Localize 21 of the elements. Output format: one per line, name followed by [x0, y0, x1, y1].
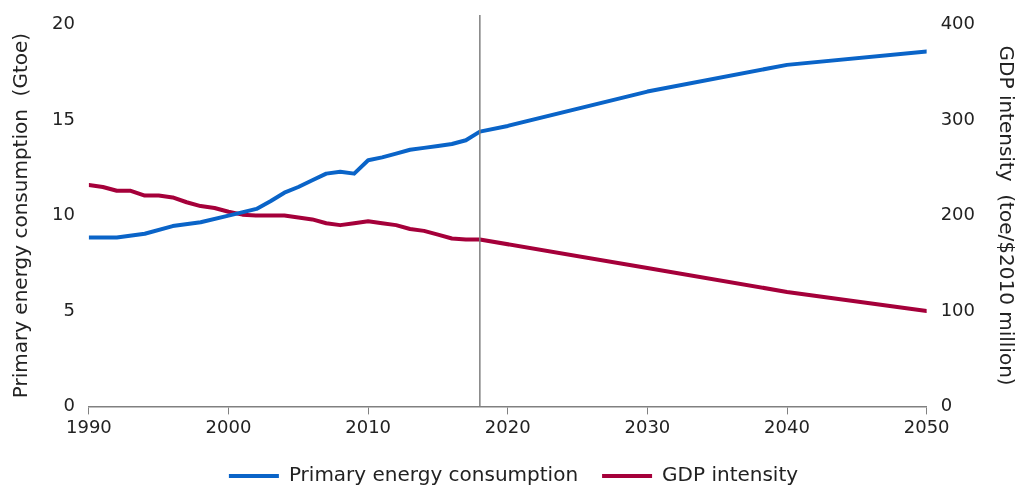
- legend-label: Primary energy consumption: [288, 462, 579, 487]
- y-tick-label: 0: [63, 394, 75, 416]
- x-tick-label: 1990: [66, 415, 112, 437]
- y-tick-label: 20: [52, 12, 75, 34]
- y-tick-label: 15: [52, 107, 75, 129]
- y-axis-title: Primary energy consumption (Gtoe): [8, 32, 33, 399]
- y-tick-label: 5: [63, 298, 75, 320]
- y2-tick-label: 300: [940, 107, 975, 129]
- y2-tick-label: 100: [940, 298, 975, 320]
- y2-tick-label: 0: [940, 394, 953, 416]
- y-tick-label: 10: [52, 203, 75, 225]
- legend-label: GDP intensity: [662, 462, 799, 487]
- x-tick-label: 2040: [764, 415, 810, 437]
- x-tick-label: 2050: [903, 415, 950, 437]
- x-tick-label: 2020: [484, 415, 531, 437]
- y2-tick-label: 200: [940, 203, 975, 225]
- y2-tick-label: 400: [940, 12, 975, 34]
- y2-axis-title: GDP intensity (toe/$2010 million): [994, 45, 1019, 386]
- x-tick-label: 2000: [205, 415, 252, 437]
- x-tick-label: 2030: [624, 415, 671, 437]
- x-tick-label: 2010: [345, 415, 392, 437]
